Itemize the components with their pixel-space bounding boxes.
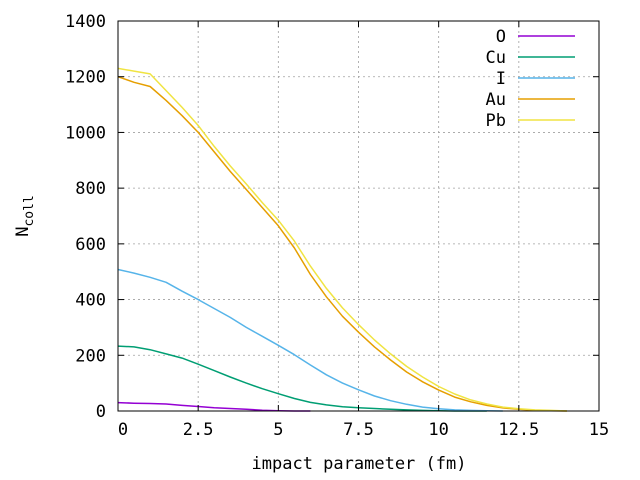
legend-label-i: I [496,69,506,89]
grid [118,21,599,411]
y-tick-label: 600 [75,235,106,255]
y-tick-label: 400 [75,291,106,311]
x-axis-label: impact parameter (fm) [252,454,467,474]
x-tick-label: 7.5 [343,420,374,440]
legend-label-cu: Cu [486,48,506,68]
y-tick-label: 1200 [65,68,106,88]
series-line-o [117,401,311,412]
legend-label-o: O [496,27,506,47]
y-axis-label-main: N [13,227,33,237]
y-tick-label: 0 [96,402,106,422]
y-axis-label: Ncoll [13,195,37,237]
x-tick-label: 2.5 [183,420,214,440]
legend-label-pb: Pb [486,111,506,131]
x-tick-label: 15 [589,420,609,440]
series-line-cu [117,345,487,412]
y-tick-label: 1400 [65,12,106,32]
axis-ticks: 0 2.5 5 7.5 10 12.5 15 0 200 400 600 800 1000 1200 140… [65,12,609,440]
x-tick-label: 0 [118,420,128,440]
legend-label-au: Au [486,90,506,110]
x-tick-label: 10 [428,420,448,440]
series-line-au [117,75,567,412]
y-tick-label: 800 [75,179,106,199]
x-tick-label: 12.5 [498,420,539,440]
x-tick-label: 5 [273,420,283,440]
y-axis-label-sub: coll [22,195,37,226]
series-line-pb [117,67,567,412]
y-tick-label: 200 [75,346,106,366]
y-tick-label: 1000 [65,123,106,143]
